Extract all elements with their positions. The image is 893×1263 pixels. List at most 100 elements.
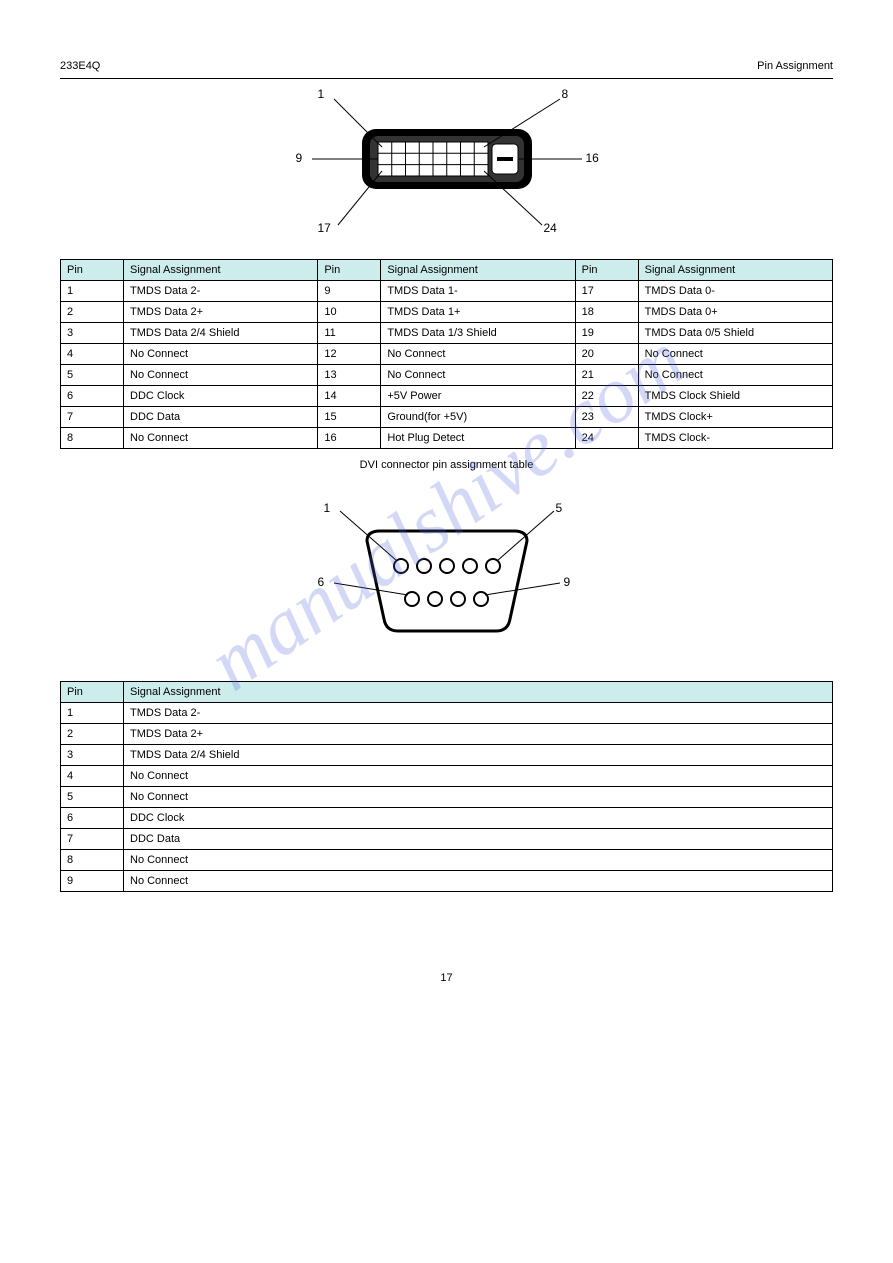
table-row: 6DDC Clock [61,808,833,829]
signal-cell: TMDS Data 2/4 Shield [124,745,833,766]
pin-cell: 1 [61,703,124,724]
db9-label-6: 6 [318,575,325,589]
pin-cell: 14 [318,386,381,407]
table-header-row: Pin Signal Assignment Pin Signal Assignm… [61,260,833,281]
pin-cell: 4 [61,766,124,787]
signal-cell: TMDS Data 0+ [638,302,832,323]
signal-cell: TMDS Data 0/5 Shield [638,323,832,344]
pin-cell: 9 [61,871,124,892]
table-row: 8No Connect16Hot Plug Detect24TMDS Clock… [61,428,833,449]
signal-cell: TMDS Data 2+ [124,302,318,323]
dvi-label-16: 16 [586,151,599,165]
signal-cell: TMDS Data 1/3 Shield [381,323,575,344]
table-row: 6DDC Clock14+5V Power22TMDS Clock Shield [61,386,833,407]
col-signal-2: Signal Assignment [381,260,575,281]
col-signal-s: Signal Assignment [124,682,833,703]
table-row: 9No Connect [61,871,833,892]
pin-cell: 3 [61,745,124,766]
signal-cell: TMDS Data 0- [638,281,832,302]
pin-cell: 2 [61,302,124,323]
pin-cell: 13 [318,365,381,386]
serial-connector-svg [222,491,672,671]
signal-cell: Hot Plug Detect [381,428,575,449]
signal-cell: Ground(for +5V) [381,407,575,428]
signal-cell: TMDS Clock+ [638,407,832,428]
table-header-row: Pin Signal Assignment [61,682,833,703]
dvi-diagram: 1 8 9 16 17 24 [222,79,672,249]
pin-cell: 21 [575,365,638,386]
signal-cell: TMDS Clock- [638,428,832,449]
pin-cell: 2 [61,724,124,745]
signal-cell: No Connect [124,428,318,449]
table-row: 3TMDS Data 2/4 Shield [61,745,833,766]
dvi-table-caption: DVI connector pin assignment table [60,459,833,471]
col-pin-3: Pin [575,260,638,281]
signal-cell: No Connect [638,344,832,365]
pin-cell: 11 [318,323,381,344]
col-signal-3: Signal Assignment [638,260,832,281]
pin-cell: 16 [318,428,381,449]
signal-cell: DDC Data [124,407,318,428]
dvi-connector-svg [222,79,672,249]
signal-cell: No Connect [124,365,318,386]
pin-cell: 8 [61,428,124,449]
pin-cell: 10 [318,302,381,323]
serial-tbody: 1TMDS Data 2-2TMDS Data 2+3TMDS Data 2/4… [61,703,833,892]
table-row: 4No Connect [61,766,833,787]
signal-cell: No Connect [124,850,833,871]
pin-cell: 22 [575,386,638,407]
table-row: 4No Connect12No Connect20No Connect [61,344,833,365]
table-row: 2TMDS Data 2+10TMDS Data 1+18TMDS Data 0… [61,302,833,323]
pin-cell: 20 [575,344,638,365]
signal-cell: No Connect [638,365,832,386]
table-row: 1TMDS Data 2-9TMDS Data 1-17TMDS Data 0- [61,281,833,302]
col-pin-1: Pin [61,260,124,281]
header-section-ref: Pin Assignment [757,60,833,72]
pin-cell: 5 [61,365,124,386]
pin-cell: 18 [575,302,638,323]
dvi-pin-table: Pin Signal Assignment Pin Signal Assignm… [60,259,833,449]
table-row: 7DDC Data [61,829,833,850]
signal-cell: DDC Clock [124,808,833,829]
table-row: 8No Connect [61,850,833,871]
signal-cell: TMDS Data 2- [124,281,318,302]
serial-diagram: 1 5 6 9 [222,491,672,671]
table-row: 5No Connect [61,787,833,808]
signal-cell: No Connect [124,344,318,365]
table-row: 7DDC Data15Ground(for +5V)23TMDS Clock+ [61,407,833,428]
signal-cell: DDC Clock [124,386,318,407]
dvi-tbody: 1TMDS Data 2-9TMDS Data 1-17TMDS Data 0-… [61,281,833,449]
pin-cell: 7 [61,829,124,850]
pin-cell: 15 [318,407,381,428]
signal-cell: No Connect [124,787,833,808]
serial-pin-table: Pin Signal Assignment 1TMDS Data 2-2TMDS… [60,681,833,892]
signal-cell: No Connect [124,766,833,787]
page-container: manualshive.com 233E4Q Pin Assignment [0,0,893,1024]
dvi-label-24: 24 [544,221,557,235]
pin-cell: 4 [61,344,124,365]
pin-cell: 23 [575,407,638,428]
signal-cell: TMDS Data 2- [124,703,833,724]
signal-cell: No Connect [381,365,575,386]
col-signal-1: Signal Assignment [124,260,318,281]
db9-shell [367,531,527,631]
signal-cell: TMDS Data 1- [381,281,575,302]
pin-cell: 6 [61,386,124,407]
pin-cell: 1 [61,281,124,302]
signal-cell: No Connect [124,871,833,892]
header-doc-title: 233E4Q [60,60,100,72]
signal-cell: +5V Power [381,386,575,407]
pin-cell: 19 [575,323,638,344]
pin-cell: 24 [575,428,638,449]
pin-cell: 12 [318,344,381,365]
page-number: 17 [60,972,833,984]
dvi-label-8: 8 [562,87,569,101]
pin-cell: 3 [61,323,124,344]
signal-cell: DDC Data [124,829,833,850]
db9-label-5: 5 [556,501,563,515]
pin-cell: 8 [61,850,124,871]
pin-cell: 5 [61,787,124,808]
signal-cell: No Connect [381,344,575,365]
signal-cell: TMDS Data 2/4 Shield [124,323,318,344]
signal-cell: TMDS Data 2+ [124,724,833,745]
